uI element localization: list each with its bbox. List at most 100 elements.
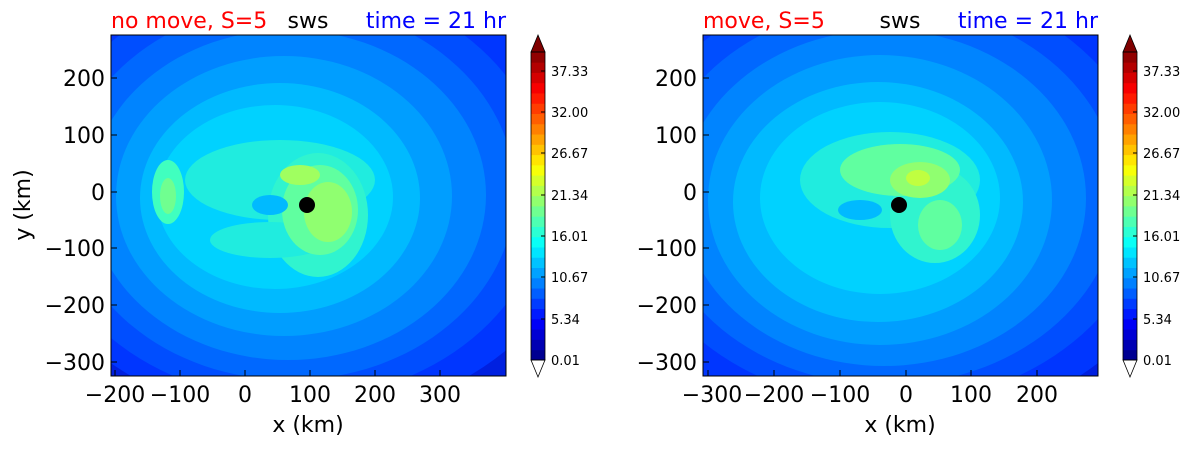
colorbar-segment [1123,277,1137,289]
panel1-colorbar-tick-label: 37.33 [551,65,588,80]
panel2-colorbar-tick-label: 37.33 [1143,65,1180,80]
colorbar-segment [531,164,545,176]
panel-no-move: no move, S=5 sws time = 21 hr [11,9,588,438]
panel2-colorbar-tick-label: 0.01 [1143,354,1172,369]
panel2-ytick-label: 100 [655,124,697,149]
colorbar-segment [1123,52,1137,63]
colorbar-segment [1123,195,1137,207]
panel2-x-ticks: −300 −200 −100 0 100 200 [682,370,1058,408]
panel1-title-left: no move, S=5 [111,9,267,34]
panel-move: move, S=5 sws time = 21 hr [637,9,1181,438]
panel2-colorbar: 37.33 32.00 26.67 21.34 16.01 10.67 5.34… [1122,33,1180,379]
panel1-xtick-label: 200 [354,383,396,408]
panel2-ytick-label: 200 [655,67,697,92]
panel1-contour-field [111,35,506,376]
panel2-xtick-label: 0 [899,383,913,408]
colorbar-segment [1123,288,1137,299]
panel2-ytick-label: 0 [683,181,697,206]
colorbar-segment [531,72,545,84]
panel1-colorbar-extend-min [530,359,546,379]
colorbar-segment [531,103,545,114]
panel2-ytick-label: −300 [637,351,697,376]
panel1-xtick-label: −100 [150,383,210,408]
panel1-colorbar-tick-label: 32.00 [551,106,588,121]
panel2-y-ticks: 200 100 0 −100 −200 −300 [637,67,709,376]
colorbar-segment [1123,206,1137,217]
colorbar-segment [1123,308,1137,320]
panel1-colorbar-segments [531,52,545,361]
colorbar-segment [531,277,545,289]
colorbar-segment [531,82,545,94]
panel1-xtick-label: −200 [85,383,145,408]
colorbar-segment [531,123,545,135]
colorbar-segment [1123,298,1137,310]
panel1-ytick-label: −300 [45,351,105,376]
panel2-x-axis-label: x (km) [864,413,935,438]
panel2-colorbar-tick-label: 10.67 [1143,271,1180,286]
panel1-ytick-label: 200 [63,67,105,92]
colorbar-segment [531,247,545,258]
colorbar-segment [531,185,545,197]
colorbar-segment [1123,257,1137,268]
colorbar-segment [531,267,545,279]
panel2-xtick-label: −200 [744,383,804,408]
panel1-xtick-label: 300 [419,383,461,408]
colorbar-segment [531,113,545,125]
panel2-colorbar-extend-max [1122,33,1138,53]
colorbar-segment [531,216,545,227]
colorbar-segment [1123,175,1137,186]
colorbar-segment [1123,236,1137,248]
colorbar-segment [531,154,545,166]
colorbar-segment [531,226,545,238]
panel1-title-right: time = 21 hr [366,9,507,34]
panel1-y-ticks: 200 100 0 −100 −200 −300 [45,67,117,376]
panel1-ytick-label: 100 [63,124,105,149]
panel1-ytick-label: −200 [45,294,105,319]
colorbar-segment [531,195,545,207]
colorbar-segment [1123,216,1137,227]
colorbar-segment [1123,267,1137,279]
colorbar-segment [1123,93,1137,104]
panel2-ytick-label: −200 [637,294,697,319]
panel1-storm-center-marker [299,197,315,213]
panel2-colorbar-tick-label: 21.34 [1143,189,1180,204]
panel2-title-left: move, S=5 [703,9,825,34]
colorbar-segment [1123,103,1137,114]
colorbar-segment [1123,134,1137,145]
colorbar-segment [1123,62,1137,73]
colorbar-segment [1123,154,1137,166]
panel1-colorbar-tick-label: 21.34 [551,189,588,204]
panel2-xtick-label: 100 [950,383,992,408]
colorbar-segment [531,52,545,63]
colorbar-segment [531,175,545,186]
colorbar-segment [1123,113,1137,125]
panel2-xtick-label: 200 [1016,383,1058,408]
colorbar-segment [531,93,545,104]
colorbar-segment [531,329,545,340]
colorbar-segment [1123,123,1137,135]
panel1-title-center: sws [288,9,329,34]
colorbar-segment [531,257,545,268]
colorbar-segment [531,298,545,310]
panel2-axes-frame [702,34,1099,377]
panel2-colorbar-tick-label: 16.01 [1143,230,1180,245]
colorbar-segment [531,236,545,248]
panel1-colorbar: 37.33 32.00 26.67 21.34 16.01 10.67 5.34… [530,33,588,379]
panel2-colorbar-segments [1123,52,1137,361]
colorbar-segment [1123,82,1137,94]
panel2-colorbar-ticks: 37.33 32.00 26.67 21.34 16.01 10.67 5.34… [1133,65,1180,369]
panel1-colorbar-tick-label: 26.67 [551,147,588,162]
panel1-xtick-label: 0 [238,383,252,408]
panel1-colorbar-extend-max [530,33,546,53]
colorbar-segment [1123,72,1137,84]
colorbar-segment [1123,144,1137,156]
colorbar-segment [1123,329,1137,340]
panel2-ytick-label: −100 [637,237,697,262]
panel2-colorbar-extend-min [1122,359,1138,379]
panel2-title-center: sws [880,9,921,34]
panel1-ytick-label: 0 [91,181,105,206]
colorbar-segment [531,206,545,217]
panel1-y-axis-label: y (km) [11,169,36,240]
colorbar-segment [531,339,545,351]
